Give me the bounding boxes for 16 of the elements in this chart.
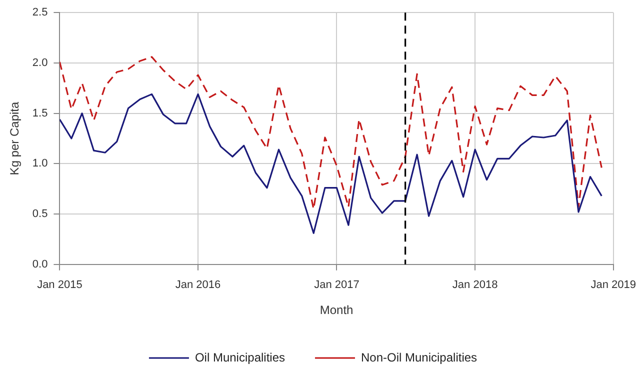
x-tick-label: Jan 2018 [452,279,498,292]
legend-label: Non-Oil Municipalities [360,350,478,364]
y-tick-label: 1.5 [32,107,48,120]
y-tick-label: 2.0 [32,56,48,69]
y-tick-label: 1.0 [32,158,48,170]
x-tick-label: Jan 2017 [314,279,360,292]
x-tick-label: Jan 2019 [590,279,636,292]
y-axis-title: Kg per Capita [8,101,22,176]
y-tick-label: 0.0 [32,258,48,270]
x-tick-label: Jan 2015 [37,279,82,292]
y-tick-label: 0.5 [32,208,48,220]
legend-label: Oil Municipalities [194,350,285,364]
x-tick-label: Jan 2016 [175,279,221,292]
x-axis-title: Month [320,303,354,318]
y-tick-label: 2.5 [32,6,48,19]
line-series [60,56,602,210]
